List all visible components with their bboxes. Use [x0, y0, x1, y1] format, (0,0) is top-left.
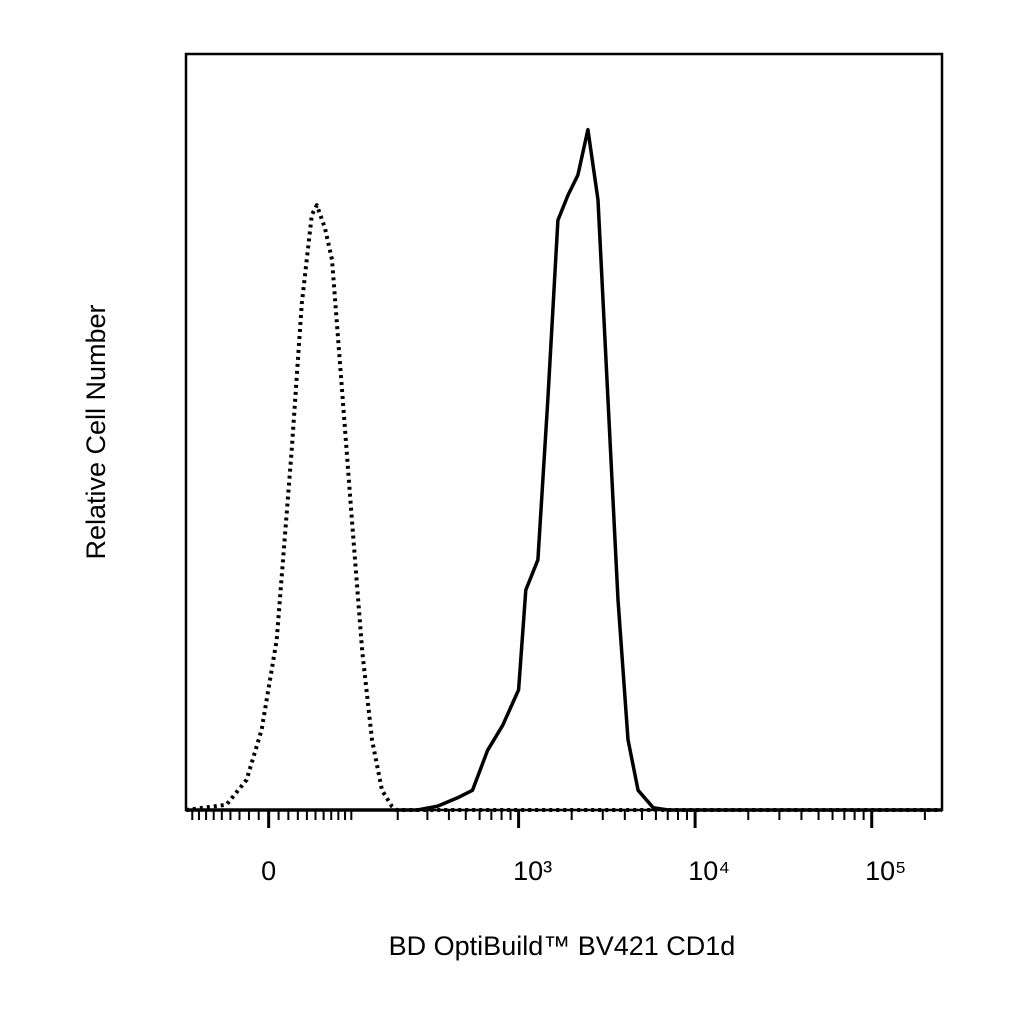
x-tick-label: 10⁵: [865, 856, 906, 886]
x-tick-label: 0: [261, 856, 276, 886]
histogram-line: [186, 127, 942, 812]
plot-frame: [184, 52, 944, 812]
y-axis-label: Relative Cell Number: [81, 304, 111, 559]
x-axis-label: BD OptiBuild™ BV421 CD1d: [389, 931, 736, 961]
histogram-line: [185, 203, 942, 812]
x-tick-label: 10³: [513, 856, 552, 886]
x-tick-label: 10⁴: [688, 856, 730, 886]
